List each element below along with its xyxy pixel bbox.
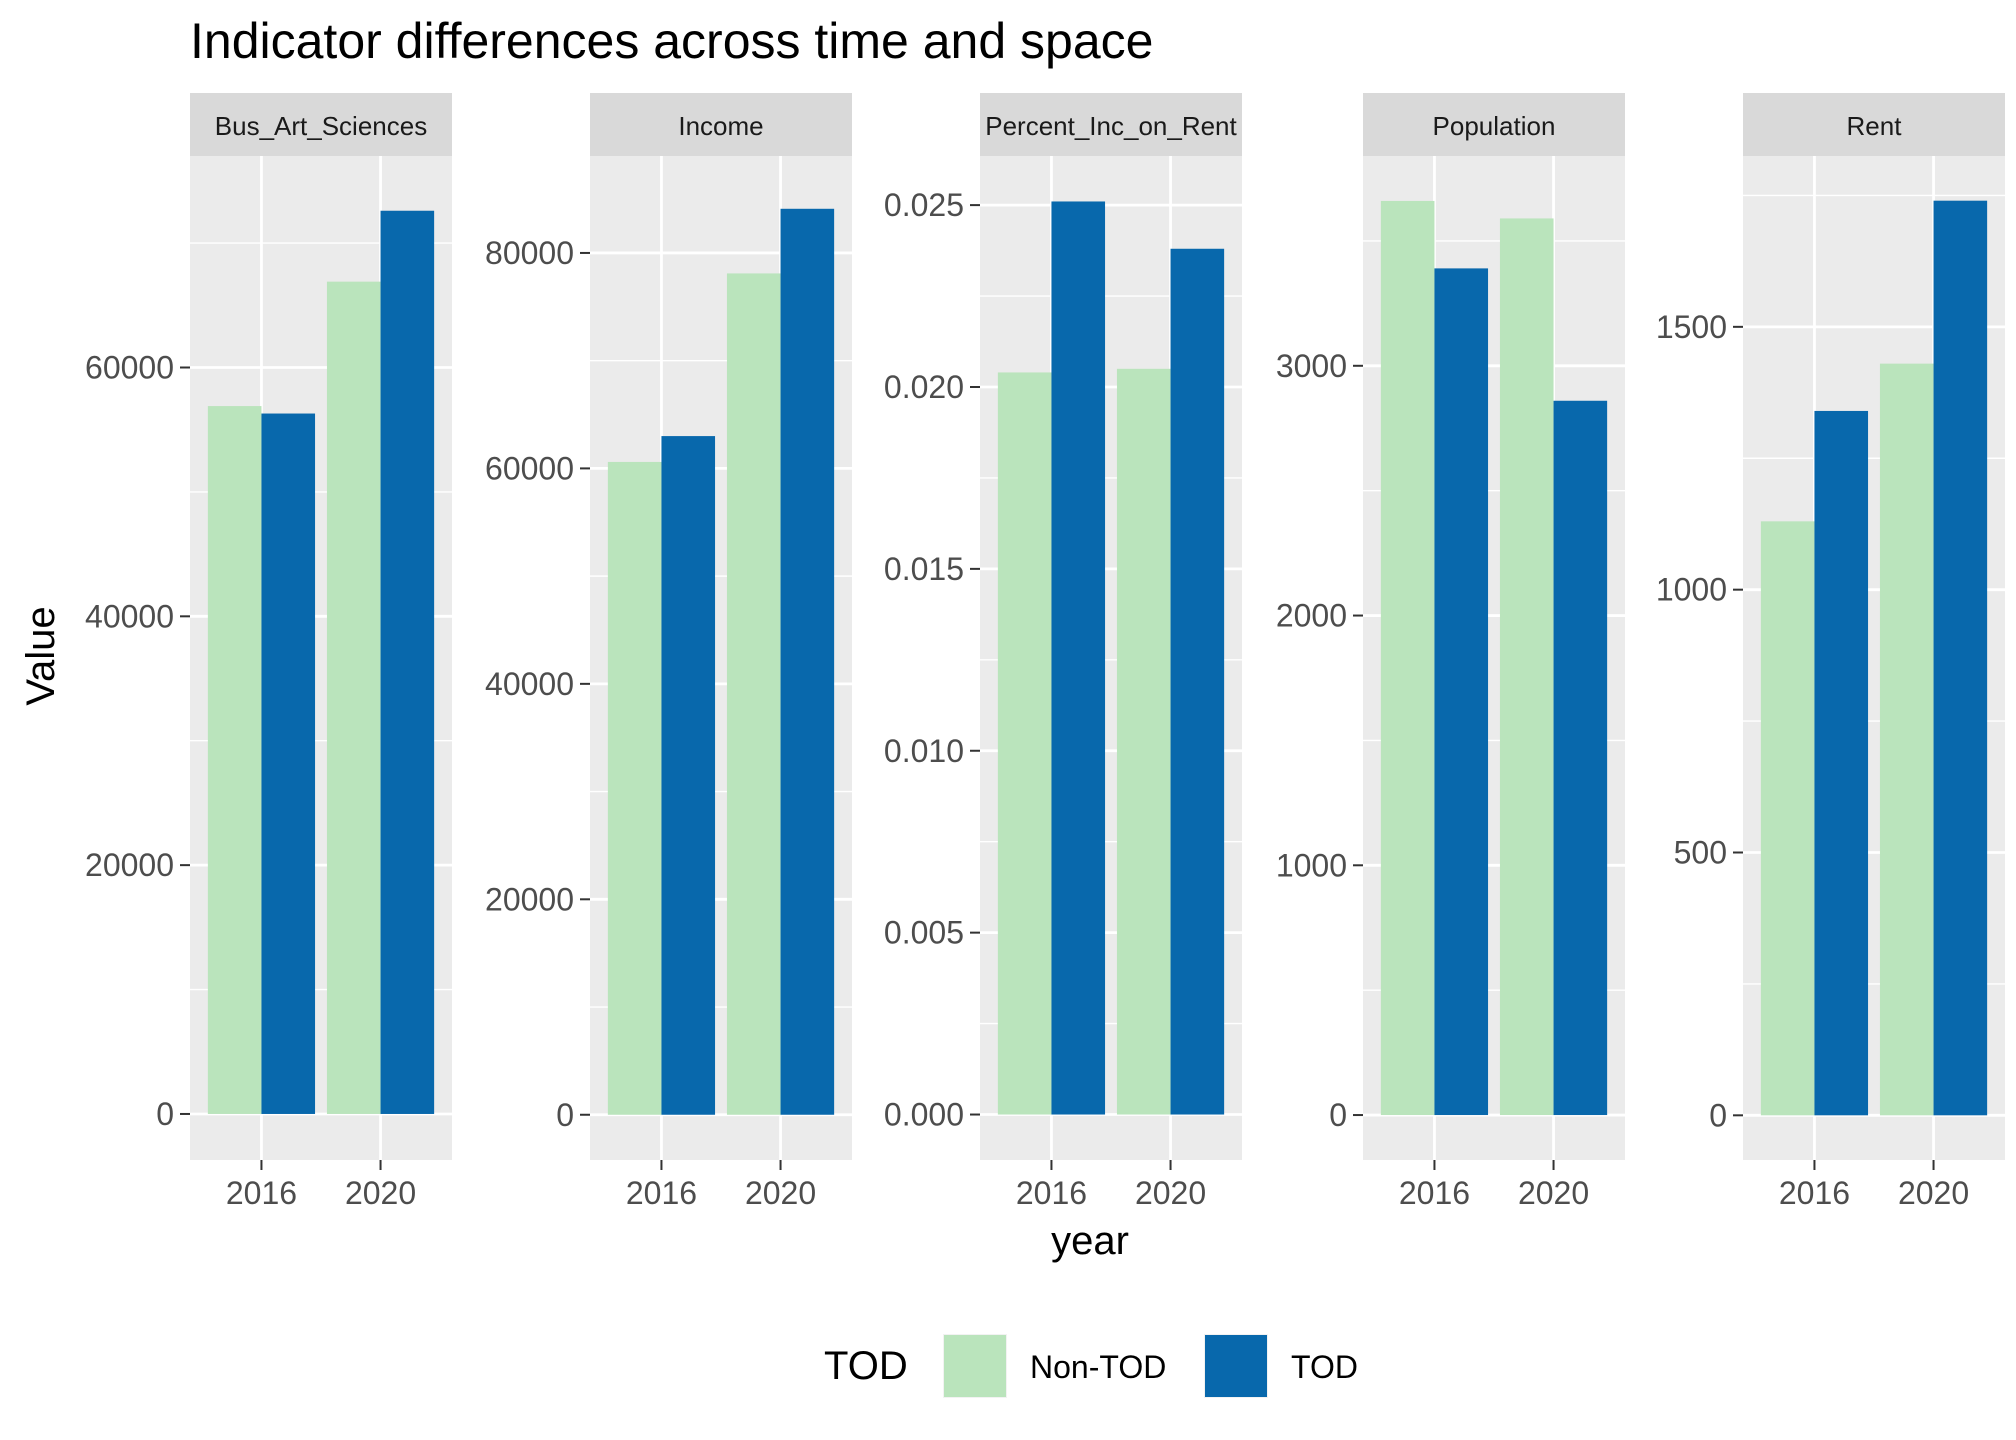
y-tick-label: 1500	[1656, 309, 1727, 345]
bar-bus-art-sciences-non-tod-2016	[207, 406, 262, 1114]
y-tick-label: 20000	[85, 847, 174, 883]
x-tick-label: 2020	[345, 1175, 416, 1211]
x-tick-label: 2020	[1518, 1175, 1589, 1211]
y-tick-label: 0.020	[884, 369, 964, 405]
strip-label: Bus_Art_Sciences	[215, 111, 427, 141]
bar-income-non-tod-2020	[726, 273, 781, 1115]
y-tick-label: 40000	[485, 666, 574, 702]
y-tick-label: 3000	[1276, 348, 1347, 384]
strip-label: Income	[678, 111, 763, 141]
y-axis-title: Value	[19, 606, 63, 705]
x-tick-label: 2016	[1399, 1175, 1470, 1211]
x-tick-label: 2020	[1898, 1175, 1969, 1211]
y-tick-label: 0	[556, 1097, 574, 1133]
panel-rent: Rent 0 500 1000 1500 2016 2020	[1656, 93, 2005, 1211]
bar-rent-non-tod-2016	[1760, 521, 1815, 1116]
strip-background	[1743, 93, 2005, 156]
y-tick-label: 60000	[85, 349, 174, 385]
panel-income: Income 0 20000 40000 60000 80000 2016 2020	[485, 93, 852, 1211]
bar-income-non-tod-2016	[607, 461, 662, 1115]
bar-percent-inc-on-rent-non-tod-2016	[997, 372, 1052, 1115]
y-tick-label: 0	[1709, 1097, 1727, 1133]
bar-percent-inc-on-rent-tod-2016	[1051, 201, 1106, 1115]
bar-population-tod-2020	[1553, 400, 1608, 1116]
panel-bus-art-sciences: Bus_Art_Sciences 0 20000 40000 60000 2016 2020	[85, 93, 452, 1211]
y-tick-label: 2000	[1276, 598, 1347, 634]
bar-income-tod-2020	[780, 208, 835, 1115]
y-tick-label: 0.015	[884, 551, 964, 587]
bar-bus-art-sciences-tod-2020	[380, 210, 435, 1114]
strip-label: Percent_Inc_on_Rent	[985, 111, 1237, 141]
strip-background	[1363, 93, 1625, 156]
legend-swatch-tod	[1205, 1335, 1267, 1397]
legend-swatch-non-tod	[944, 1335, 1006, 1397]
x-tick-label: 2020	[1135, 1175, 1206, 1211]
strip-background	[190, 93, 452, 156]
strip-label: Rent	[1847, 111, 1903, 141]
y-tick-label: 1000	[1276, 847, 1347, 883]
y-tick-label: 60000	[485, 450, 574, 486]
y-tick-label: 0.025	[884, 187, 964, 223]
x-tick-label: 2016	[1016, 1175, 1087, 1211]
bar-population-tod-2016	[1434, 268, 1489, 1116]
strip-label: Population	[1433, 111, 1556, 141]
x-tick-label: 2016	[626, 1175, 697, 1211]
y-tick-label: 0.005	[884, 915, 964, 951]
legend-label-non-tod: Non-TOD	[1030, 1349, 1166, 1385]
x-axis-title: year	[1051, 1219, 1129, 1263]
strip-background	[590, 93, 852, 156]
y-tick-label: 80000	[485, 235, 574, 271]
y-tick-label: 20000	[485, 881, 574, 917]
bar-rent-non-tod-2020	[1879, 363, 1934, 1116]
x-tick-label: 2016	[1779, 1175, 1850, 1211]
y-tick-label: 0	[1329, 1097, 1347, 1133]
legend: TOD Non-TOD TOD	[824, 1334, 1358, 1398]
y-tick-label: 40000	[85, 598, 174, 634]
y-tick-label: 500	[1674, 834, 1727, 870]
bar-percent-inc-on-rent-tod-2020	[1170, 248, 1225, 1115]
strip-background	[980, 93, 1242, 156]
bar-bus-art-sciences-tod-2016	[261, 413, 316, 1114]
x-tick-label: 2020	[745, 1175, 816, 1211]
bar-bus-art-sciences-non-tod-2020	[326, 281, 381, 1114]
x-tick-label: 2016	[226, 1175, 297, 1211]
bar-population-non-tod-2016	[1380, 200, 1435, 1116]
bar-rent-tod-2020	[1933, 200, 1988, 1116]
bar-population-non-tod-2020	[1499, 218, 1554, 1116]
legend-label-tod: TOD	[1291, 1349, 1358, 1385]
y-tick-label: 0	[156, 1096, 174, 1132]
bar-percent-inc-on-rent-non-tod-2020	[1116, 368, 1171, 1115]
bar-rent-tod-2016	[1814, 410, 1869, 1116]
panel-population: Population 0 1000 2000 3000 2016 2020	[1276, 93, 1625, 1211]
y-tick-label: 1000	[1656, 572, 1727, 608]
y-tick-label: 0.000	[884, 1097, 964, 1133]
bar-income-tod-2016	[661, 436, 716, 1115]
chart-title: Indicator differences across time and sp…	[190, 13, 1153, 69]
y-tick-label: 0.010	[884, 733, 964, 769]
legend-title: TOD	[824, 1344, 908, 1388]
panel-percent-inc-on-rent: Percent_Inc_on_Rent 0.000 0.005 0.010 0.015 0…	[884, 93, 1242, 1211]
